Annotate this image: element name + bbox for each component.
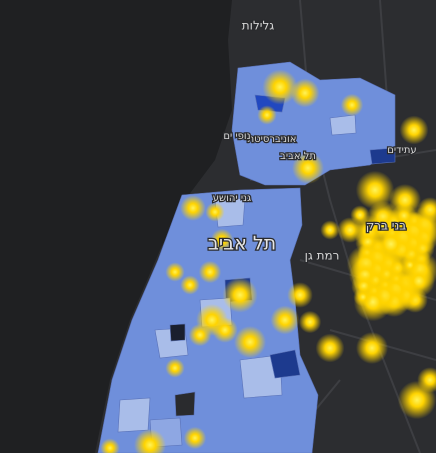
glow [403, 265, 435, 297]
glow [234, 326, 266, 358]
glow [198, 260, 222, 284]
place-label: תל אביב [208, 233, 276, 255]
glow [270, 305, 300, 335]
glow [287, 282, 313, 308]
place-label: אוניברסיטת [248, 134, 297, 145]
glow [165, 262, 185, 282]
glow [165, 358, 185, 378]
glow [315, 333, 345, 363]
glow [257, 105, 277, 125]
activity-glows [100, 69, 436, 453]
glow [262, 69, 298, 105]
place-label: גלילות [242, 19, 274, 33]
place-label: גני יהושע [213, 193, 251, 204]
glow [134, 429, 166, 453]
glow [205, 202, 225, 222]
glow [417, 367, 436, 393]
glow [290, 78, 320, 108]
place-label: עתידים [387, 145, 416, 156]
place-label: רמת גן [305, 249, 340, 263]
place-label: נופי ים [223, 131, 250, 142]
glow [183, 426, 207, 450]
glow [188, 323, 212, 347]
glow [355, 170, 395, 210]
glow [180, 195, 206, 221]
glow [298, 310, 322, 334]
glow [210, 228, 234, 252]
glow [371, 224, 411, 264]
glow [399, 115, 429, 145]
glow [292, 152, 324, 184]
glow [212, 317, 238, 343]
glow [356, 332, 388, 364]
glow [340, 93, 364, 117]
glow [353, 287, 373, 307]
glow [320, 220, 340, 240]
place-label: תל אביב [280, 151, 316, 162]
glow [180, 275, 200, 295]
place-label: בני ברק [366, 219, 407, 233]
glow [222, 277, 258, 313]
glow [100, 438, 120, 453]
